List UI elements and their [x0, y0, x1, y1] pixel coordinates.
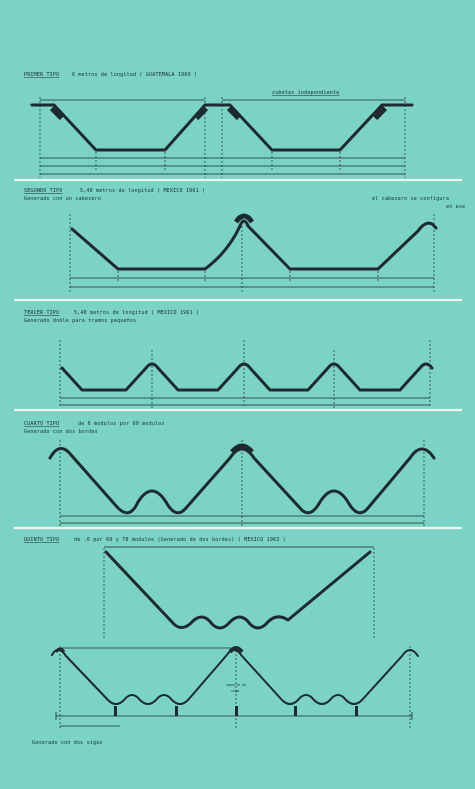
tercer-title: TERCER TIPO [24, 310, 59, 316]
segundo-note2: en ese [446, 204, 465, 210]
cuarto-dimensions [59, 440, 425, 526]
bottom-footer: Generado con dos vigas [32, 740, 103, 746]
segundo-note: el cabezero se configura [372, 196, 449, 202]
cuarto-text: de 6 modulos por 60 modulos [78, 421, 165, 427]
quinto-text: de .6 por 60 y 78 modulos (Generado de d… [74, 537, 286, 543]
cuarto-title: CUARTO TIPO [24, 421, 59, 427]
tercer-profile [60, 362, 434, 392]
segundo-sub: Generado con un cabezero [24, 196, 101, 202]
bottom-profile [51, 646, 419, 705]
cuarto-sub: Generado con dos bordes [24, 429, 98, 435]
segundo-dimensions [69, 214, 435, 292]
tercer-sub: Generado doble para tramos pequeños [24, 318, 136, 324]
primer-dimensions [39, 97, 406, 178]
quinto-dimensions [103, 546, 375, 640]
segundo-profile [70, 213, 438, 271]
primer-text: 6 metros de longitud ( GUATEMALA 1960 ) [72, 72, 197, 78]
bottom-center-label2: viga [231, 689, 239, 693]
tercer-text: 5,40 metros de longitud ( MEXICO 1961 ) [74, 310, 199, 316]
primer-profile [30, 103, 414, 152]
segundo-text: 5,40 metros de longitud ( MEXICO 1961 ) [80, 188, 205, 194]
bottom-dimensions [55, 646, 413, 730]
primer-note: cubetas independiente [272, 90, 339, 96]
segundo-title: SEGUNDO TIPO [24, 188, 63, 194]
quinto-title: QUINTO TIPO [24, 537, 59, 543]
quinto-profile [104, 550, 372, 630]
tercer-dimensions [59, 340, 431, 408]
bottom-center-label: soporte de [226, 683, 246, 687]
primer-title: PRIMER TIPO [24, 72, 59, 78]
